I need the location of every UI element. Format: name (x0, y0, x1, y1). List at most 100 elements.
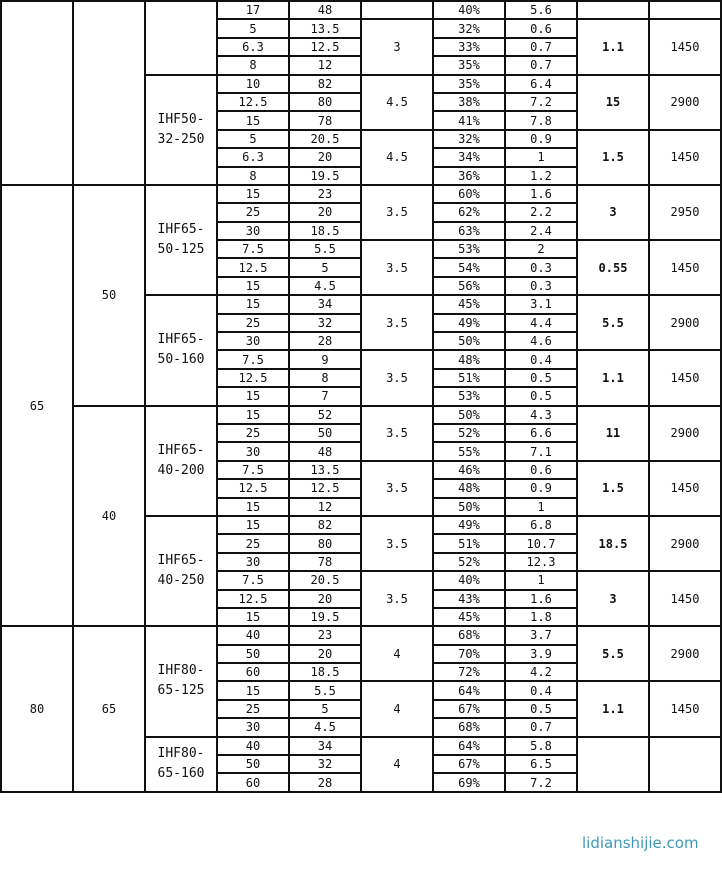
shaft-power-cell: 2.2 (504, 202, 578, 223)
head-cell: 20.5 (288, 570, 362, 591)
shaft-power-cell: 0.4 (504, 680, 578, 701)
shaft-power-cell: 2 (504, 239, 578, 260)
head-cell: 18.5 (288, 662, 362, 683)
motor-power-cell: 11 (576, 404, 650, 462)
head-cell: 20 (288, 588, 362, 609)
head-cell: 82 (288, 73, 362, 94)
efficiency-cell: 54% (432, 257, 506, 278)
head-cell: 82 (288, 514, 362, 536)
table-row: 25 32 49% 4.4 (1, 312, 721, 334)
efficiency-cell: 72% (432, 662, 506, 683)
speed-cell (648, 735, 722, 793)
inlet-diameter-cell: 65 (0, 183, 74, 628)
efficiency-cell: 50% (432, 331, 506, 352)
shaft-power-cell: 3.7 (504, 625, 578, 646)
efficiency-cell: 50% (432, 404, 506, 426)
shaft-power-cell: 0.3 (504, 257, 578, 278)
shaft-power-cell: 7.2 (504, 772, 578, 793)
shaft-power-cell: 0.9 (504, 128, 578, 150)
flow-cell: 25 (216, 533, 290, 554)
head-cell: 32 (288, 753, 362, 775)
head-cell: 5 (288, 257, 362, 278)
flow-cell: 60 (216, 772, 290, 793)
efficiency-cell: 68% (432, 625, 506, 646)
motor-power-cell: 0.55 (576, 239, 650, 297)
outlet-diameter-cell (72, 0, 146, 186)
head-cell: 50 (288, 422, 362, 444)
watermark: lidianshijie.com (582, 834, 699, 852)
head-cell: 12.5 (288, 478, 362, 499)
table-row: 12.5 8 51% 0.5 (1, 367, 721, 389)
table-row: 50 20 70% 3.9 (1, 643, 721, 665)
shaft-power-cell: 1 (504, 147, 578, 168)
shaft-power-cell: 2.4 (504, 220, 578, 242)
flow-cell: 15 (216, 294, 290, 315)
shaft-power-cell: 0.5 (504, 698, 578, 720)
shaft-power-cell: 4.3 (504, 404, 578, 426)
head-cell: 78 (288, 551, 362, 573)
head-cell: 7 (288, 386, 362, 407)
flow-cell: 6.3 (216, 147, 290, 168)
flow-cell: 30 (216, 220, 290, 242)
shaft-power-cell: 4.6 (504, 331, 578, 352)
head-cell: 20 (288, 147, 362, 168)
head-cell: 23 (288, 625, 362, 646)
head-cell: 80 (288, 533, 362, 554)
flow-cell: 7.5 (216, 349, 290, 370)
head-cell: 18.5 (288, 220, 362, 242)
efficiency-cell: 67% (432, 698, 506, 720)
speed-cell: 2900 (648, 73, 722, 131)
efficiency-cell: 64% (432, 680, 506, 701)
shaft-power-cell: 5.8 (504, 735, 578, 757)
motor-power-cell: 1.1 (576, 18, 650, 76)
efficiency-cell: 48% (432, 349, 506, 370)
flow-cell: 40 (216, 625, 290, 646)
table-row: 7.5 13.5 3.5 46% 0.6 1.5 1450 (1, 459, 722, 517)
npsh-cell: 3.5 (360, 404, 434, 462)
efficiency-cell: 70% (432, 643, 506, 665)
table-row: 8 12 35% 0.7 (1, 55, 721, 76)
npsh-cell: 3 (360, 18, 434, 76)
speed-cell: 2950 (648, 183, 722, 242)
motor-power-cell: 3 (576, 570, 650, 628)
speed-cell: 2900 (648, 514, 722, 573)
npsh-cell: 4 (360, 625, 434, 683)
motor-power-cell: 5.5 (576, 294, 650, 352)
head-cell: 28 (288, 772, 362, 793)
head-cell: 34 (288, 294, 362, 315)
flow-cell: 15 (216, 275, 290, 297)
table-row: 15 19.5 45% 1.8 (1, 606, 721, 628)
shaft-power-cell: 0.5 (504, 386, 578, 407)
efficiency-cell: 35% (432, 55, 506, 76)
flow-cell: 12.5 (216, 91, 290, 113)
table-row: 30 48 55% 7.1 (1, 441, 721, 462)
flow-cell: 25 (216, 698, 290, 720)
table-row: 50 32 67% 6.5 (1, 753, 721, 775)
table-row: 15 78 41% 7.8 (1, 110, 721, 131)
flow-cell: 7.5 (216, 459, 290, 481)
shaft-power-cell: 6.6 (504, 422, 578, 444)
efficiency-cell: 51% (432, 533, 506, 554)
efficiency-cell: 67% (432, 753, 506, 775)
efficiency-cell: 53% (432, 239, 506, 260)
table-row: 15 5.5 4 64% 0.4 1.1 1450 (1, 680, 722, 738)
npsh-cell: 3.5 (360, 459, 434, 517)
npsh-cell (360, 0, 434, 21)
shaft-power-cell: 0.5 (504, 367, 578, 389)
flow-cell: 17 (216, 0, 290, 21)
motor-power-cell: 1.5 (576, 128, 650, 186)
efficiency-cell: 33% (432, 36, 506, 58)
efficiency-cell: 41% (432, 110, 506, 131)
head-cell: 12 (288, 55, 362, 76)
flow-cell: 15 (216, 606, 290, 628)
speed-cell: 1450 (648, 680, 722, 738)
efficiency-cell: 43% (432, 588, 506, 609)
head-cell: 19.5 (288, 165, 362, 186)
efficiency-cell: 69% (432, 772, 506, 793)
flow-cell: 60 (216, 662, 290, 683)
outlet-diameter-cell: 50 (72, 183, 146, 407)
motor-power-cell: 1.1 (576, 349, 650, 407)
table-row: 80 65 IHF80-65-125 40 23 4 68% 3.7 5.5 2900 (0, 625, 722, 793)
model-cell: IHF65-50-125 (144, 183, 218, 297)
npsh-cell: 3.5 (360, 514, 434, 573)
